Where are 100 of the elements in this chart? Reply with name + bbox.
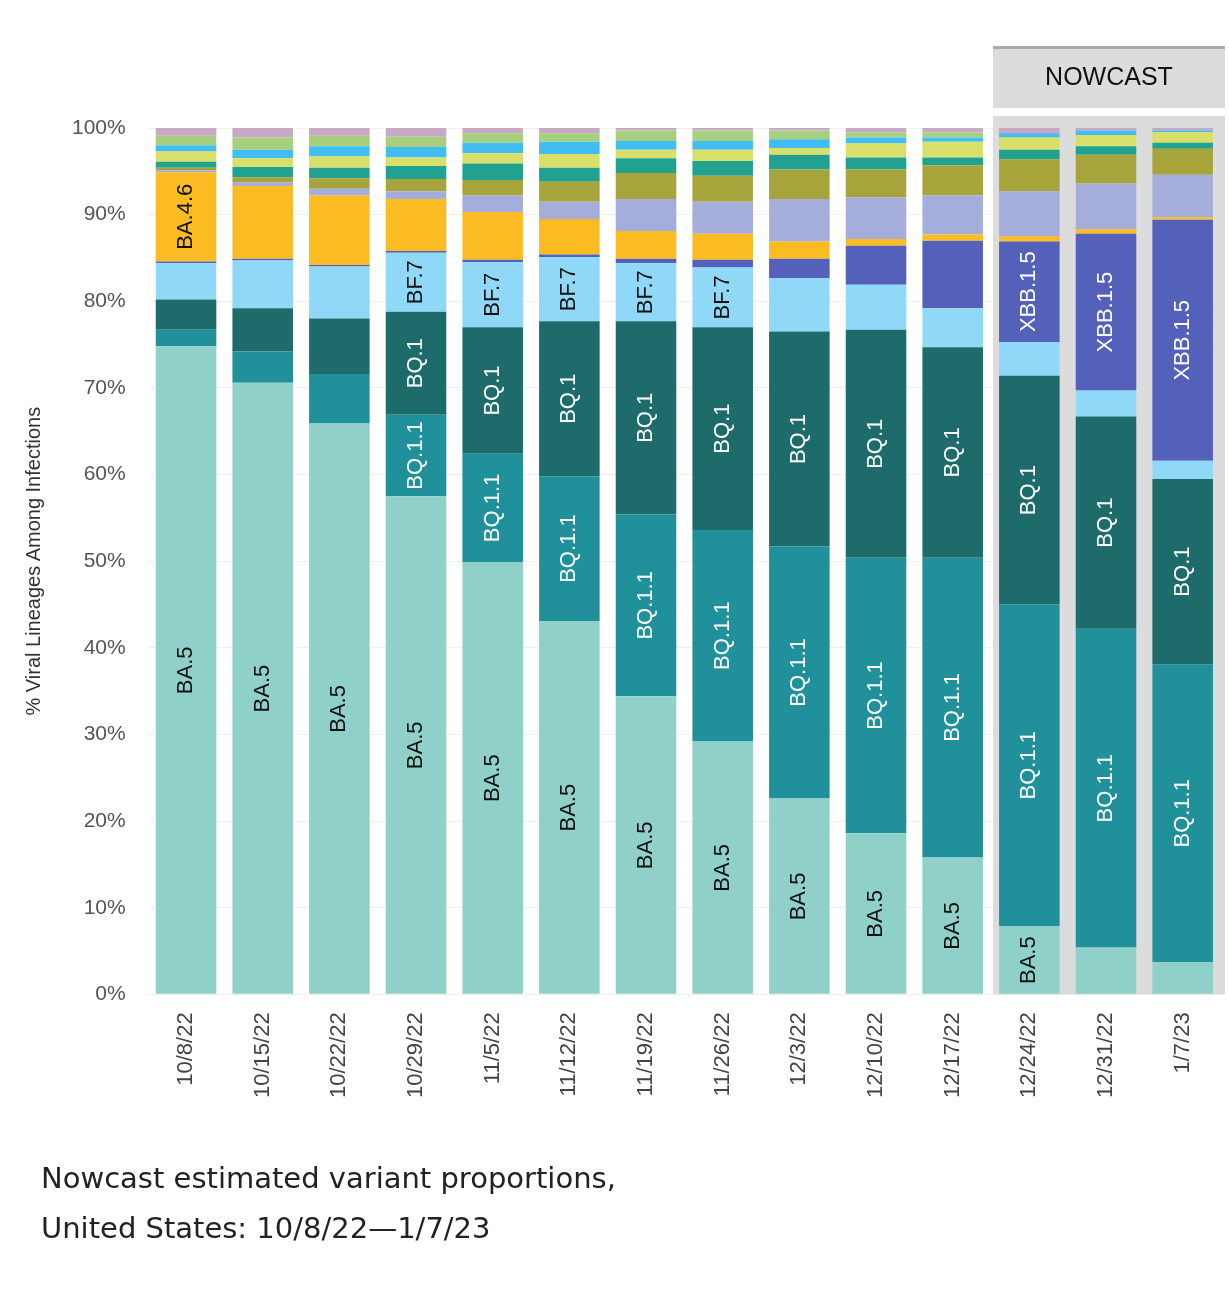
bar [309, 423, 370, 994]
x-tick-label: 10/29/22 [402, 1012, 428, 1098]
data-label: BQ.1.1 [1168, 779, 1194, 848]
bar [462, 212, 523, 260]
data-label: BA.5 [478, 754, 504, 803]
x-tick-label: 11/12/22 [555, 1012, 581, 1097]
bar [922, 234, 983, 241]
data-label: BQ.1.1 [938, 673, 964, 742]
bar [922, 857, 983, 994]
y-tick-label: 10% [83, 894, 126, 918]
bar [155, 145, 217, 152]
bar [615, 141, 677, 150]
bar [155, 263, 217, 300]
x-tick-label: 12/17/22 [938, 1012, 964, 1098]
bar [539, 141, 600, 154]
y-tick-label: 20% [83, 807, 126, 831]
data-label: BQ.1.1 [785, 638, 811, 707]
bar [769, 241, 830, 259]
bar [999, 604, 1060, 926]
bar [1152, 478, 1213, 665]
data-label: BQ.1 [555, 373, 581, 424]
bar [615, 173, 677, 200]
bar [692, 267, 753, 328]
bar [845, 137, 907, 144]
bar [539, 476, 600, 621]
bar [845, 128, 907, 133]
bar [155, 135, 217, 146]
bar [1152, 148, 1213, 175]
data-label: BA.5 [862, 889, 888, 938]
bar [615, 696, 677, 994]
bar [999, 133, 1060, 138]
bar [922, 557, 983, 858]
bar [1075, 183, 1137, 230]
x-tick-label: 12/31/22 [1092, 1012, 1118, 1098]
data-label: BA.5 [402, 721, 428, 770]
bar [1075, 416, 1137, 629]
bar [692, 160, 753, 176]
bar [539, 153, 600, 168]
bar [1152, 174, 1213, 218]
bar [769, 546, 830, 799]
bar [769, 258, 830, 278]
x-tick-label: 12/24/22 [1015, 1012, 1041, 1098]
bar [1075, 233, 1137, 391]
text: Nowcast estimated variant proportions, United States: 10/8/22—1/7/23 [41, 1160, 617, 1247]
bar [615, 128, 677, 131]
bar [845, 169, 907, 198]
bar [615, 258, 677, 264]
bar [769, 199, 830, 242]
bar [309, 318, 370, 375]
bar [462, 142, 523, 154]
bar [845, 833, 907, 994]
bar [1152, 664, 1213, 963]
y-tick-label: 90% [83, 201, 126, 225]
bar [232, 166, 293, 178]
bar [769, 128, 830, 131]
bar [539, 254, 600, 258]
bar [999, 375, 1060, 605]
bar [1152, 132, 1213, 143]
bar [845, 157, 907, 170]
data-label: BA.5 [938, 902, 964, 950]
data-label: BQ.1 [785, 413, 811, 465]
x-tick-label: 11/26/22 [708, 1012, 734, 1097]
bar [309, 178, 370, 189]
data-label: BQ.1 [478, 365, 504, 416]
data-label: XBB.1.5 [1168, 299, 1194, 381]
x-tick-label: 11/5/22 [478, 1012, 504, 1085]
bar [845, 284, 907, 330]
bar [615, 199, 677, 232]
bar [309, 135, 370, 147]
bar [539, 257, 600, 322]
bar [769, 139, 830, 148]
bar [769, 147, 830, 155]
bar [845, 329, 907, 558]
bar [155, 346, 217, 994]
bar [385, 191, 447, 200]
bar [1075, 947, 1137, 994]
y-tick-label: 40% [83, 634, 126, 658]
bar [999, 236, 1060, 242]
bar [845, 238, 907, 246]
bar [462, 153, 523, 164]
bar [539, 167, 600, 182]
bar [999, 191, 1060, 237]
data-label: BQ.1 [1168, 546, 1194, 597]
bar [922, 240, 983, 309]
bar [309, 374, 370, 424]
bar [692, 327, 753, 530]
data-label: BA.5 [1015, 936, 1041, 984]
bar [769, 154, 830, 170]
bar [462, 262, 523, 328]
y-tick-label: 30% [83, 721, 126, 745]
data-label: BA.5 [708, 844, 734, 892]
bar [462, 163, 523, 180]
x-tick-label: 1/7/23 [1168, 1012, 1194, 1074]
data-label: BQ.1.1 [632, 571, 658, 640]
bar [692, 128, 753, 131]
data-label: BQ.1.1 [862, 661, 888, 730]
data-label: BA.5 [248, 664, 274, 713]
bar [692, 233, 753, 260]
bar [922, 132, 983, 138]
data-label: BA.4.6 [172, 183, 198, 250]
